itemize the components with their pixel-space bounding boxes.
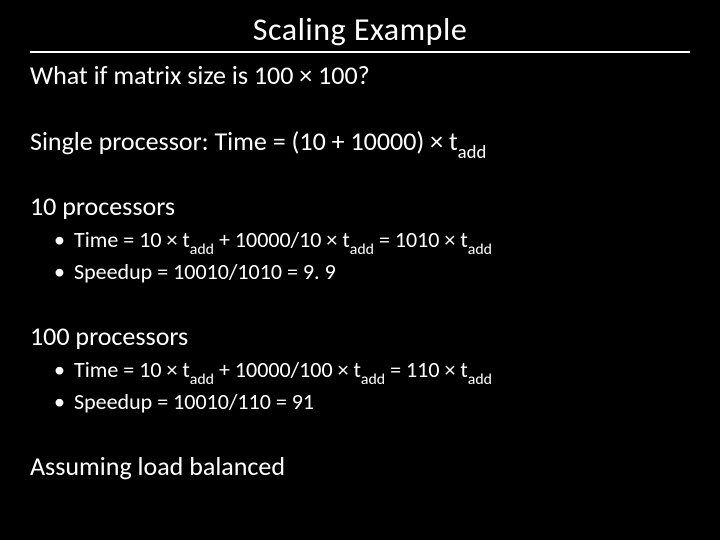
slide: Scaling Example What if matrix size is 1… [0,0,720,540]
single-sub: add [458,141,487,164]
hundred-speedup-line: Speedup = 10010/110 = 91 [74,388,690,416]
ten-processors-heading: 10 processors [30,190,690,222]
ten-time-p1: Time = 10 × t [74,226,190,253]
ten-time-s2: add [350,240,374,259]
ten-processors-bullets: Time = 10 × tadd + 10000/10 × tadd = 101… [30,226,690,286]
spacer [30,286,690,320]
ten-time-s3: add [468,240,492,259]
hundred-processors-heading: 100 processors [30,320,690,352]
slide-title: Scaling Example [30,10,690,49]
ten-time-p3: = 1010 × t [374,226,468,253]
hundred-time-s3: add [468,370,492,389]
single-prefix: Single processor: Time = (10 + 10000) × … [30,125,458,157]
hundred-time-p1: Time = 10 × t [74,356,190,383]
ten-time-s1: add [190,240,214,259]
footer-line: Assuming load balanced [30,450,690,482]
hundred-time-p2: + 10000/100 × t [214,356,361,383]
ten-time-p2: + 10000/10 × t [214,226,350,253]
question-line: What if matrix size is 100 × 100? [30,59,690,91]
hundred-time-line: Time = 10 × tadd + 10000/100 × tadd = 11… [74,356,690,388]
spacer [30,91,690,125]
hundred-time-p3: = 110 × t [385,356,468,383]
spacer [30,416,690,450]
ten-speedup-line: Speedup = 10010/1010 = 9. 9 [74,258,690,286]
ten-time-line: Time = 10 × tadd + 10000/10 × tadd = 101… [74,226,690,258]
title-underline [30,51,690,53]
single-processor-line: Single processor: Time = (10 + 10000) × … [30,125,690,162]
hundred-time-s2: add [361,370,385,389]
hundred-time-s1: add [190,370,214,389]
spacer [30,162,690,190]
hundred-processors-bullets: Time = 10 × tadd + 10000/100 × tadd = 11… [30,356,690,416]
